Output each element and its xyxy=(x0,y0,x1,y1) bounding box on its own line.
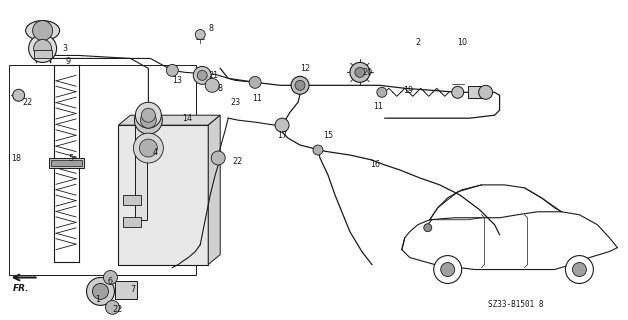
Circle shape xyxy=(29,35,57,62)
Circle shape xyxy=(34,40,51,58)
Text: 5: 5 xyxy=(68,154,73,163)
Circle shape xyxy=(452,86,463,98)
Circle shape xyxy=(377,87,387,97)
Circle shape xyxy=(141,112,156,128)
Text: 16: 16 xyxy=(370,160,380,170)
Circle shape xyxy=(565,256,593,284)
Text: 20: 20 xyxy=(362,68,372,77)
Bar xyxy=(9,65,197,275)
Text: 12: 12 xyxy=(300,64,310,73)
Circle shape xyxy=(33,20,53,41)
Bar xyxy=(116,282,138,300)
Text: 3: 3 xyxy=(63,44,68,53)
Text: 14: 14 xyxy=(182,114,192,123)
Text: 18: 18 xyxy=(11,154,21,163)
Circle shape xyxy=(13,89,24,101)
Circle shape xyxy=(441,262,455,276)
Circle shape xyxy=(355,68,365,77)
Circle shape xyxy=(106,300,119,314)
Circle shape xyxy=(133,133,163,163)
Circle shape xyxy=(275,118,289,132)
Circle shape xyxy=(434,256,462,284)
Circle shape xyxy=(136,102,161,128)
Text: 13: 13 xyxy=(172,76,182,85)
Text: 6: 6 xyxy=(108,277,113,286)
Circle shape xyxy=(313,145,323,155)
Bar xyxy=(119,125,208,265)
Text: 8: 8 xyxy=(217,84,222,93)
Bar xyxy=(124,195,141,205)
Bar xyxy=(51,160,82,166)
Circle shape xyxy=(249,76,261,88)
Text: 8: 8 xyxy=(208,24,214,33)
Text: 4: 4 xyxy=(153,148,158,156)
Text: 22: 22 xyxy=(23,98,33,107)
Text: SZ33-B1501 8: SZ33-B1501 8 xyxy=(487,300,543,309)
Text: 11: 11 xyxy=(373,102,383,111)
Text: 1: 1 xyxy=(95,295,100,304)
Bar xyxy=(468,86,485,98)
Circle shape xyxy=(573,262,587,276)
Circle shape xyxy=(291,76,309,94)
Bar xyxy=(34,51,51,59)
Text: 10: 10 xyxy=(457,38,467,47)
Bar xyxy=(48,158,84,168)
Circle shape xyxy=(479,85,492,99)
Circle shape xyxy=(139,139,158,157)
Circle shape xyxy=(141,108,155,122)
Text: 22: 22 xyxy=(112,305,122,314)
Text: 19: 19 xyxy=(403,86,413,95)
Bar xyxy=(124,217,141,227)
Circle shape xyxy=(92,284,109,300)
Circle shape xyxy=(211,151,225,165)
Circle shape xyxy=(197,70,207,80)
Text: 7: 7 xyxy=(131,285,136,294)
Circle shape xyxy=(295,80,305,90)
Circle shape xyxy=(104,270,117,284)
Circle shape xyxy=(195,29,205,40)
Polygon shape xyxy=(119,115,220,125)
Circle shape xyxy=(350,62,370,82)
Text: FR.: FR. xyxy=(13,284,29,293)
Circle shape xyxy=(134,106,162,134)
Text: 17: 17 xyxy=(277,131,287,140)
Circle shape xyxy=(87,277,114,305)
Text: 11: 11 xyxy=(252,94,262,103)
Text: 22: 22 xyxy=(232,157,242,166)
Circle shape xyxy=(193,67,211,84)
Text: 15: 15 xyxy=(323,131,333,140)
Circle shape xyxy=(205,78,219,92)
Text: 23: 23 xyxy=(230,98,241,107)
Text: 21: 21 xyxy=(208,71,219,80)
Circle shape xyxy=(424,224,431,232)
Ellipse shape xyxy=(26,20,60,41)
Text: 9: 9 xyxy=(65,57,71,66)
Circle shape xyxy=(166,64,178,76)
Bar xyxy=(136,125,148,220)
Text: 2: 2 xyxy=(415,38,420,47)
Polygon shape xyxy=(208,115,220,265)
